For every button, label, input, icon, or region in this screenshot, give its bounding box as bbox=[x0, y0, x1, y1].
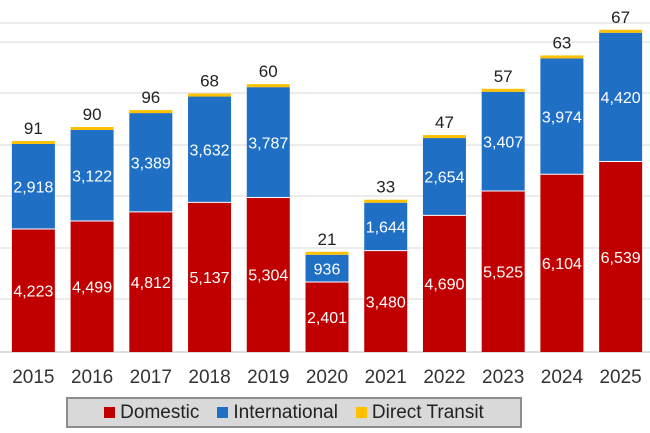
data-label-international-2015: 2,918 bbox=[13, 179, 53, 196]
bar-domestic-2020 bbox=[305, 282, 349, 352]
legend-swatch-domestic bbox=[104, 407, 116, 418]
legend-item-domestic: Domestic bbox=[104, 402, 199, 424]
data-label-direct-transit-2022: 47 bbox=[435, 113, 454, 132]
data-label-domestic-2021: 3,480 bbox=[366, 294, 406, 311]
bar-international-2016 bbox=[70, 129, 114, 221]
stacked-bar-chart: 4,223 2,918 91 2015 4,499 3,122 90 2016 4,812 3,3… bbox=[0, 8, 650, 388]
data-label-direct-transit-2018: 68 bbox=[200, 72, 219, 91]
legend-item-international: International bbox=[217, 402, 338, 424]
data-label-domestic-2025: 6,539 bbox=[601, 250, 641, 267]
legend-swatch-international bbox=[217, 407, 229, 418]
legend: Domestic International Direct Transit bbox=[66, 397, 522, 428]
bar-direct-transit-2017 bbox=[129, 110, 173, 114]
x-tick-label-2022: 2022 bbox=[423, 367, 465, 388]
x-tick-label-2018: 2018 bbox=[188, 367, 230, 388]
bar-domestic-2017 bbox=[129, 211, 173, 352]
data-label-domestic-2020: 2,401 bbox=[307, 310, 347, 327]
bar-direct-transit-2022 bbox=[422, 135, 466, 139]
bar-international-2025 bbox=[599, 32, 643, 162]
data-label-domestic-2023: 5,525 bbox=[483, 265, 523, 282]
data-label-domestic-2015: 4,223 bbox=[13, 283, 53, 300]
bar-domestic-2018 bbox=[188, 202, 232, 352]
x-tick-label-2020: 2020 bbox=[306, 367, 348, 388]
data-label-direct-transit-2020: 21 bbox=[318, 230, 337, 249]
bar-direct-transit-2021 bbox=[364, 199, 408, 203]
bar-international-2017 bbox=[129, 113, 173, 212]
data-label-international-2022: 2,654 bbox=[424, 170, 464, 187]
data-label-domestic-2024: 6,104 bbox=[542, 256, 582, 273]
bar-domestic-2024 bbox=[540, 174, 584, 352]
data-label-direct-transit-2016: 90 bbox=[83, 105, 102, 124]
legend-label-direct-transit: Direct Transit bbox=[371, 401, 484, 423]
legend-label-international: International bbox=[233, 401, 338, 423]
bar-international-2020 bbox=[305, 254, 349, 283]
bar-direct-transit-2025 bbox=[599, 29, 643, 33]
data-label-domestic-2016: 4,499 bbox=[72, 279, 112, 296]
data-label-international-2020: 936 bbox=[314, 261, 341, 278]
bar-international-2023 bbox=[481, 91, 525, 192]
data-label-direct-transit-2024: 63 bbox=[552, 33, 571, 52]
x-tick-label-2024: 2024 bbox=[541, 367, 584, 388]
data-label-direct-transit-2021: 33 bbox=[376, 178, 395, 197]
bar-international-2015 bbox=[11, 143, 55, 229]
data-label-direct-transit-2023: 57 bbox=[494, 67, 513, 86]
data-label-international-2016: 3,122 bbox=[72, 168, 112, 185]
data-label-international-2023: 3,407 bbox=[483, 134, 523, 151]
x-tick-label-2023: 2023 bbox=[482, 367, 524, 388]
data-label-domestic-2019: 5,304 bbox=[248, 268, 288, 285]
bar-domestic-2016 bbox=[70, 220, 114, 352]
bar-direct-transit-2018 bbox=[188, 93, 232, 97]
data-label-domestic-2022: 4,690 bbox=[424, 277, 464, 294]
bar-direct-transit-2019 bbox=[246, 84, 290, 88]
data-label-direct-transit-2017: 96 bbox=[141, 88, 160, 107]
bar-direct-transit-2024 bbox=[540, 55, 584, 59]
x-tick-label-2015: 2015 bbox=[12, 367, 54, 388]
bar-domestic-2025 bbox=[599, 161, 643, 352]
data-label-international-2024: 3,974 bbox=[542, 109, 582, 126]
data-label-domestic-2017: 4,812 bbox=[131, 275, 171, 292]
x-tick-label-2025: 2025 bbox=[599, 367, 641, 388]
bar-domestic-2023 bbox=[481, 191, 525, 352]
bar-domestic-2019 bbox=[246, 197, 290, 352]
bar-direct-transit-2016 bbox=[70, 126, 114, 130]
bar-direct-transit-2023 bbox=[481, 88, 525, 92]
data-label-international-2018: 3,632 bbox=[190, 142, 230, 159]
data-label-international-2025: 4,420 bbox=[601, 90, 641, 107]
data-label-direct-transit-2015: 91 bbox=[24, 119, 43, 138]
legend-swatch-direct-transit bbox=[355, 407, 367, 418]
x-tick-label-2017: 2017 bbox=[130, 367, 172, 388]
data-label-international-2019: 3,787 bbox=[248, 135, 288, 152]
legend-item-direct-transit: Direct Transit bbox=[355, 401, 484, 424]
legend-label-domestic: Domestic bbox=[120, 401, 200, 423]
x-tick-label-2019: 2019 bbox=[247, 367, 289, 388]
bar-international-2022 bbox=[422, 138, 466, 216]
bar-direct-transit-2020 bbox=[305, 251, 349, 255]
bar-domestic-2015 bbox=[11, 228, 55, 352]
bar-international-2021 bbox=[364, 202, 408, 251]
bar-domestic-2022 bbox=[422, 215, 466, 352]
bar-domestic-2021 bbox=[364, 250, 408, 352]
data-label-direct-transit-2025: 67 bbox=[611, 8, 630, 27]
x-tick-label-2016: 2016 bbox=[71, 367, 113, 388]
data-label-international-2017: 3,389 bbox=[131, 155, 171, 172]
x-tick-label-2021: 2021 bbox=[365, 367, 407, 388]
data-label-international-2021: 1,644 bbox=[366, 220, 406, 237]
bar-international-2018 bbox=[188, 96, 232, 203]
bar-international-2024 bbox=[540, 58, 584, 175]
bar-direct-transit-2015 bbox=[11, 140, 55, 144]
bar-international-2019 bbox=[246, 87, 290, 198]
data-label-domestic-2018: 5,137 bbox=[190, 270, 230, 287]
data-label-direct-transit-2019: 60 bbox=[259, 62, 278, 81]
